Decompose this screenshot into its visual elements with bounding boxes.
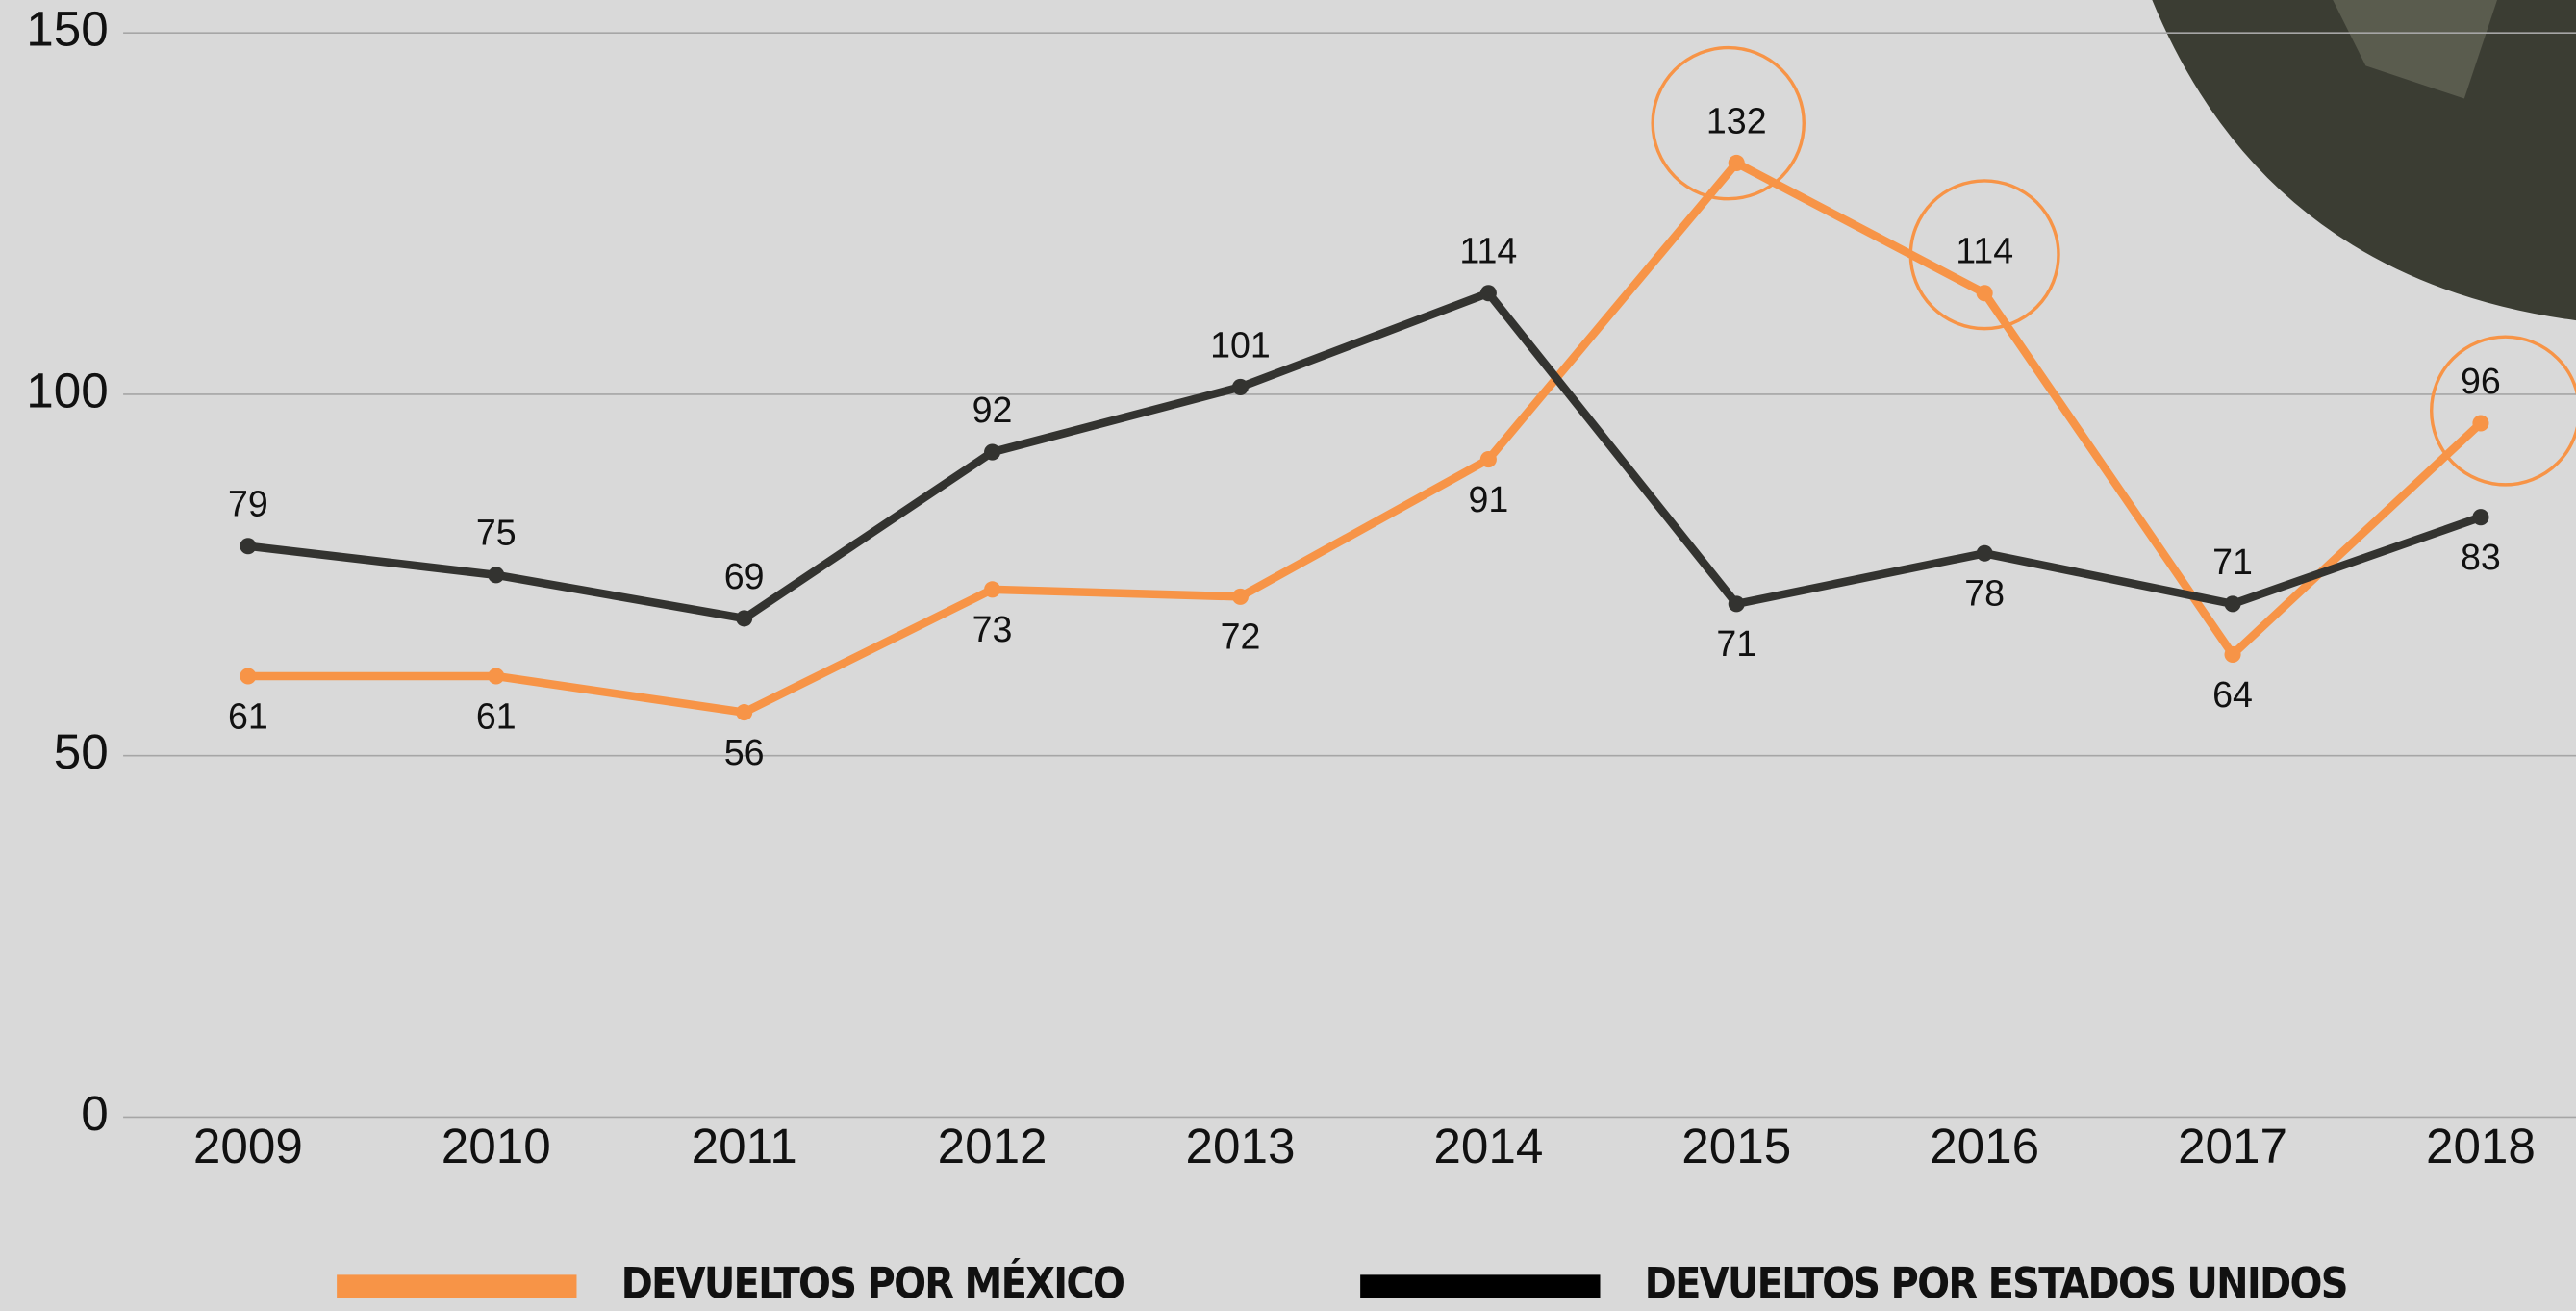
value-label: 69	[724, 556, 765, 596]
value-label: 96	[2461, 361, 2501, 401]
value-label: 78	[1964, 573, 2005, 614]
point	[2472, 509, 2488, 525]
value-label: 64	[2212, 674, 2253, 715]
x-tick-label: 2017	[2178, 1119, 2287, 1173]
point	[488, 668, 504, 684]
y-tick-label: 0	[81, 1086, 109, 1141]
value-label: 71	[2212, 542, 2253, 582]
point	[1729, 155, 1745, 171]
legend-swatch	[1360, 1274, 1600, 1298]
value-label: 71	[1716, 623, 1756, 664]
value-label: 73	[972, 609, 1013, 649]
legend-label: DEVUELTOS POR MÉXICO	[621, 1257, 1124, 1308]
background	[0, 0, 2576, 1311]
value-label: 92	[972, 390, 1013, 430]
page: {"chart_data": {"type": "line", "categor…	[0, 0, 2576, 1311]
value-label: 79	[228, 484, 268, 524]
legend-swatch	[337, 1274, 576, 1298]
x-tick-label: 2016	[1930, 1119, 2039, 1173]
point	[1232, 589, 1249, 605]
point	[2472, 415, 2488, 431]
point	[736, 704, 752, 720]
point	[984, 444, 1000, 461]
legend-label: DEVUELTOS POR ESTADOS UNIDOS	[1645, 1259, 2347, 1308]
chart: 0 50 100 150 2009 2010 2011 2012 2013 2014 2015 201…	[0, 0, 2576, 1311]
point	[984, 581, 1000, 597]
x-tick-label: 2013	[1185, 1119, 1295, 1173]
value-label: 114	[1956, 231, 2013, 271]
point	[240, 668, 256, 684]
y-tick-label: 100	[26, 363, 108, 417]
point	[240, 538, 256, 554]
y-tick-label: 50	[54, 724, 109, 779]
value-label: 61	[476, 695, 517, 736]
x-tick-label: 2011	[692, 1119, 797, 1173]
point	[2225, 595, 2241, 612]
x-tick-label: 2018	[2426, 1119, 2536, 1173]
point	[736, 610, 752, 626]
x-tick-label: 2015	[1681, 1119, 1791, 1173]
point	[1232, 379, 1249, 395]
value-label: 75	[476, 513, 517, 553]
value-label: 101	[1210, 324, 1271, 365]
value-label: 91	[1468, 479, 1508, 519]
point	[1977, 285, 1993, 301]
point	[1977, 545, 1993, 562]
x-tick-label: 2014	[1433, 1119, 1543, 1173]
x-tick-label: 2009	[193, 1119, 303, 1173]
point	[1480, 285, 1497, 301]
value-label: 114	[1459, 231, 1517, 271]
point	[488, 567, 504, 583]
value-label: 61	[228, 695, 268, 736]
value-label: 83	[2461, 537, 2501, 577]
point	[1729, 595, 1745, 612]
point	[1480, 451, 1497, 467]
x-tick-label: 2012	[938, 1119, 1048, 1173]
y-tick-label: 150	[26, 2, 108, 57]
point	[2225, 646, 2241, 663]
x-tick-label: 2010	[442, 1119, 551, 1173]
value-label: 132	[1706, 100, 1767, 140]
value-label: 56	[724, 732, 765, 772]
value-label: 72	[1221, 617, 1261, 657]
